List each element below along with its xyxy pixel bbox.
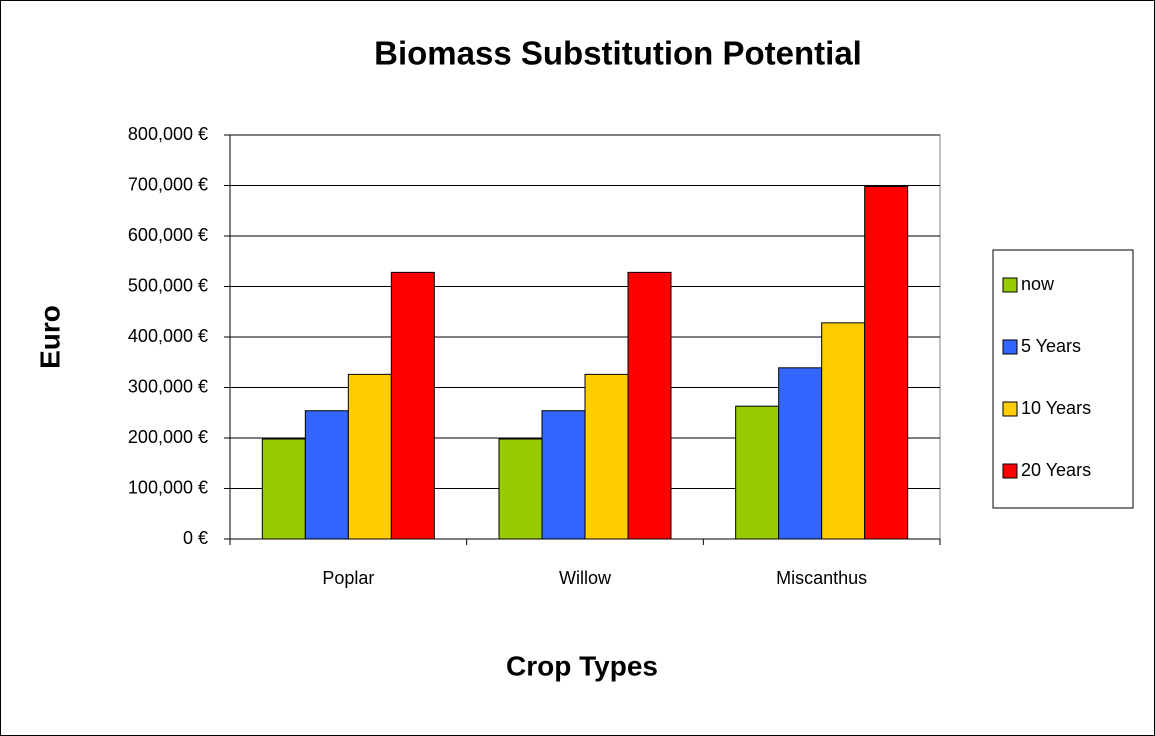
legend-swatch xyxy=(1002,401,1018,417)
y-tick-label: 500,000 € xyxy=(128,275,208,295)
bar xyxy=(498,438,543,540)
legend-swatch xyxy=(1002,463,1018,479)
bar xyxy=(735,405,780,540)
legend-swatch xyxy=(1002,277,1018,293)
x-tick-label: Miscanthus xyxy=(776,568,867,588)
y-tick-label: 700,000 € xyxy=(128,174,208,194)
y-tick-label: 300,000 € xyxy=(128,376,208,396)
bar xyxy=(627,271,672,540)
bar xyxy=(541,410,586,540)
y-axis-title: Euro xyxy=(34,305,65,369)
legend-label: now xyxy=(1021,274,1055,294)
legend-label: 20 Years xyxy=(1021,460,1091,480)
legend-swatch xyxy=(1002,339,1018,355)
x-axis-title: Crop Types xyxy=(506,650,658,681)
y-tick-label: 800,000 € xyxy=(128,124,208,144)
legend-label: 10 Years xyxy=(1021,398,1091,418)
bar xyxy=(778,367,823,540)
y-tick-label: 400,000 € xyxy=(128,326,208,346)
x-tick-label: Poplar xyxy=(322,568,374,588)
y-tick-label: 200,000 € xyxy=(128,427,208,447)
y-tick-label: 0 € xyxy=(183,528,208,548)
legend-label: 5 Years xyxy=(1021,336,1081,356)
bar xyxy=(821,322,866,540)
bar xyxy=(304,410,349,540)
bar xyxy=(584,373,629,540)
y-tick-label: 600,000 € xyxy=(128,225,208,245)
bar xyxy=(347,373,392,540)
bar xyxy=(390,271,435,540)
chart-title: Biomass Substitution Potential xyxy=(374,35,862,72)
x-tick-label: Willow xyxy=(559,568,612,588)
y-tick-label: 100,000 € xyxy=(128,477,208,497)
bar xyxy=(261,438,306,540)
bar xyxy=(864,186,909,540)
